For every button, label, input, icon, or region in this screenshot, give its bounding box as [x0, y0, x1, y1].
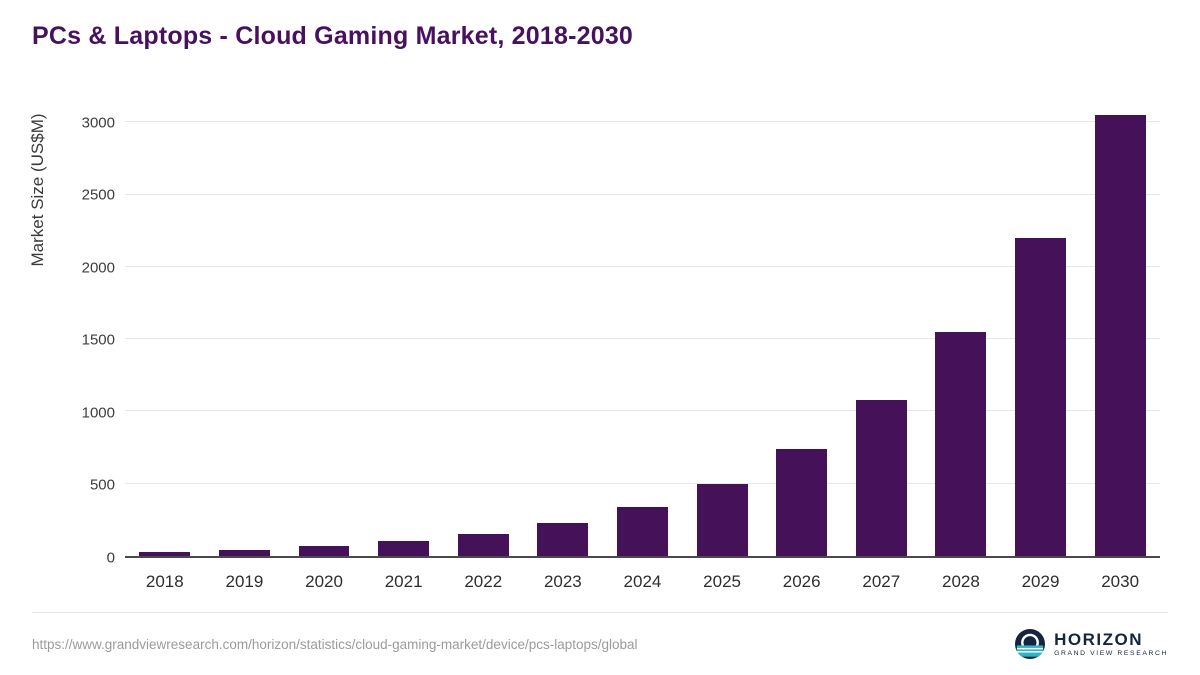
x-tick-label: 2029 — [1021, 572, 1060, 591]
bar-2028 — [935, 332, 987, 556]
x-tick-label: 2023 — [543, 572, 582, 591]
y-tick-label: 1000 — [81, 404, 115, 422]
bar-slot — [921, 108, 1001, 556]
bar-2020 — [298, 545, 350, 556]
bar-2018 — [139, 551, 191, 556]
horizon-globe-icon — [1015, 629, 1046, 659]
bar-slot — [443, 108, 523, 556]
y-tick-label: 2500 — [81, 186, 115, 204]
logo-text: HORIZON GRAND VIEW RESEARCH — [1054, 629, 1168, 658]
bar-2021 — [378, 540, 430, 556]
y-tick-label: 0 — [106, 549, 115, 567]
y-axis-ticks: 0 500 1000 1500 2000 2500 3000 — [55, 108, 115, 566]
y-tick-label: 1500 — [81, 331, 115, 349]
plot-region: 0 500 1000 1500 2000 2500 3000 2018 2019 2020 202… — [82, 108, 1160, 591]
gridline — [125, 338, 1160, 340]
bar-series — [125, 108, 1160, 556]
footer: https://www.grandviewresearch.com/horizo… — [32, 612, 1168, 675]
bar-2023 — [537, 522, 589, 556]
bar-slot — [125, 108, 205, 556]
bar-slot — [1001, 108, 1081, 556]
x-tick-label: 2028 — [941, 572, 980, 591]
bar-2029 — [1015, 238, 1066, 556]
chart-title: PCs & Laptops - Cloud Gaming Market, 201… — [32, 22, 634, 50]
bar-slot — [841, 108, 921, 556]
bar-2022 — [457, 533, 509, 556]
gridline — [125, 193, 1160, 195]
y-tick-label: 2000 — [81, 259, 115, 277]
bar-slot — [364, 108, 444, 556]
bar-2027 — [855, 399, 907, 556]
bar-slot — [682, 108, 762, 556]
bar-2026 — [776, 449, 828, 556]
y-axis-label: Market Size (US$M) — [28, 113, 47, 267]
bar-slot — [523, 108, 603, 556]
gridline — [125, 121, 1160, 123]
y-tick-label: 3000 — [81, 114, 115, 132]
bar-2025 — [696, 483, 748, 556]
horizon-logo: HORIZON GRAND VIEW RESEARCH — [1015, 629, 1168, 659]
x-tick-label: 2020 — [305, 572, 343, 591]
x-tick-label: 2021 — [384, 572, 423, 591]
y-tick-label: 500 — [89, 476, 115, 494]
bar-slot — [1080, 108, 1160, 556]
bar-slot — [284, 108, 364, 556]
source-url[interactable]: https://www.grandviewresearch.com/horizo… — [32, 636, 638, 652]
x-tick-label: 2025 — [703, 572, 741, 591]
x-tick-label: 2019 — [225, 572, 264, 591]
x-tick-label: 2024 — [623, 572, 662, 591]
bar-2030 — [1094, 115, 1146, 556]
logo-subtitle: GRAND VIEW RESEARCH — [1054, 650, 1168, 658]
x-tick-label: 2022 — [464, 572, 503, 591]
gridline — [125, 410, 1160, 412]
plot-area — [125, 108, 1160, 558]
x-tick-label: 2030 — [1101, 572, 1140, 591]
x-tick-label: 2018 — [145, 572, 184, 591]
x-tick-label: 2027 — [862, 572, 901, 591]
logo-title: HORIZON — [1054, 629, 1144, 649]
bar-2024 — [616, 506, 668, 556]
gridline — [125, 265, 1160, 267]
x-tick-label: 2026 — [782, 572, 821, 591]
x-axis-labels: 2018 2019 2020 2021 2022 2023 2024 2025 2026 2027… — [125, 564, 1160, 592]
bar-slot — [762, 108, 842, 556]
bar-chart: Market Size (US$M) 0 500 1000 1500 2000 2500 3… — [28, 108, 1160, 600]
gridline — [125, 482, 1160, 484]
bar-slot — [205, 108, 285, 556]
bar-2019 — [218, 549, 270, 556]
bar-slot — [603, 108, 683, 556]
